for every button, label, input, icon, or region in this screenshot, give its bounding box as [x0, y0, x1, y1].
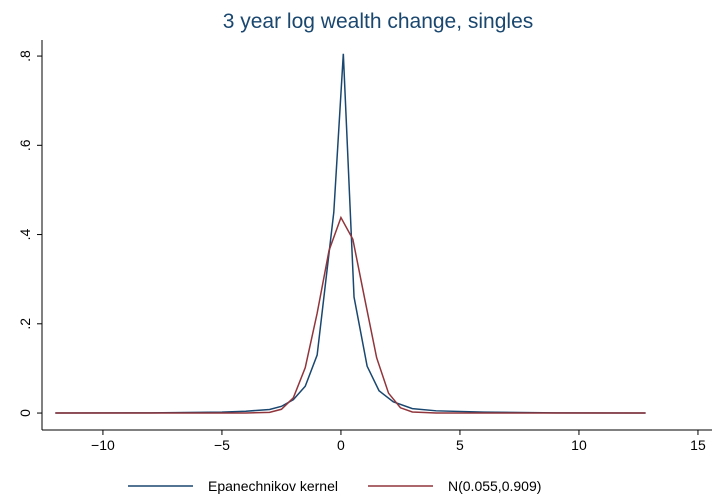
line	[55, 215, 646, 414]
y-tick-label: .2	[17, 318, 33, 330]
x-tick-label: 15	[690, 437, 706, 453]
x-tick-label: 0	[337, 437, 345, 453]
x-tick-label: −5	[214, 437, 230, 453]
x-tick-label: 5	[456, 437, 464, 453]
y-tick-label: .4	[17, 229, 33, 241]
legend-label: N(0.055,0.909)	[448, 478, 541, 494]
y-tick-label: 0	[17, 409, 33, 417]
x-tick-label: −10	[91, 437, 115, 453]
y-tick-label: .8	[17, 50, 33, 62]
line	[55, 53, 646, 414]
legend-label: Epanechnikov kernel	[208, 478, 338, 494]
y-tick-label: .6	[17, 139, 33, 151]
x-tick-label: 10	[571, 437, 587, 453]
chart-title: 3 year log wealth change, singles	[223, 10, 534, 33]
